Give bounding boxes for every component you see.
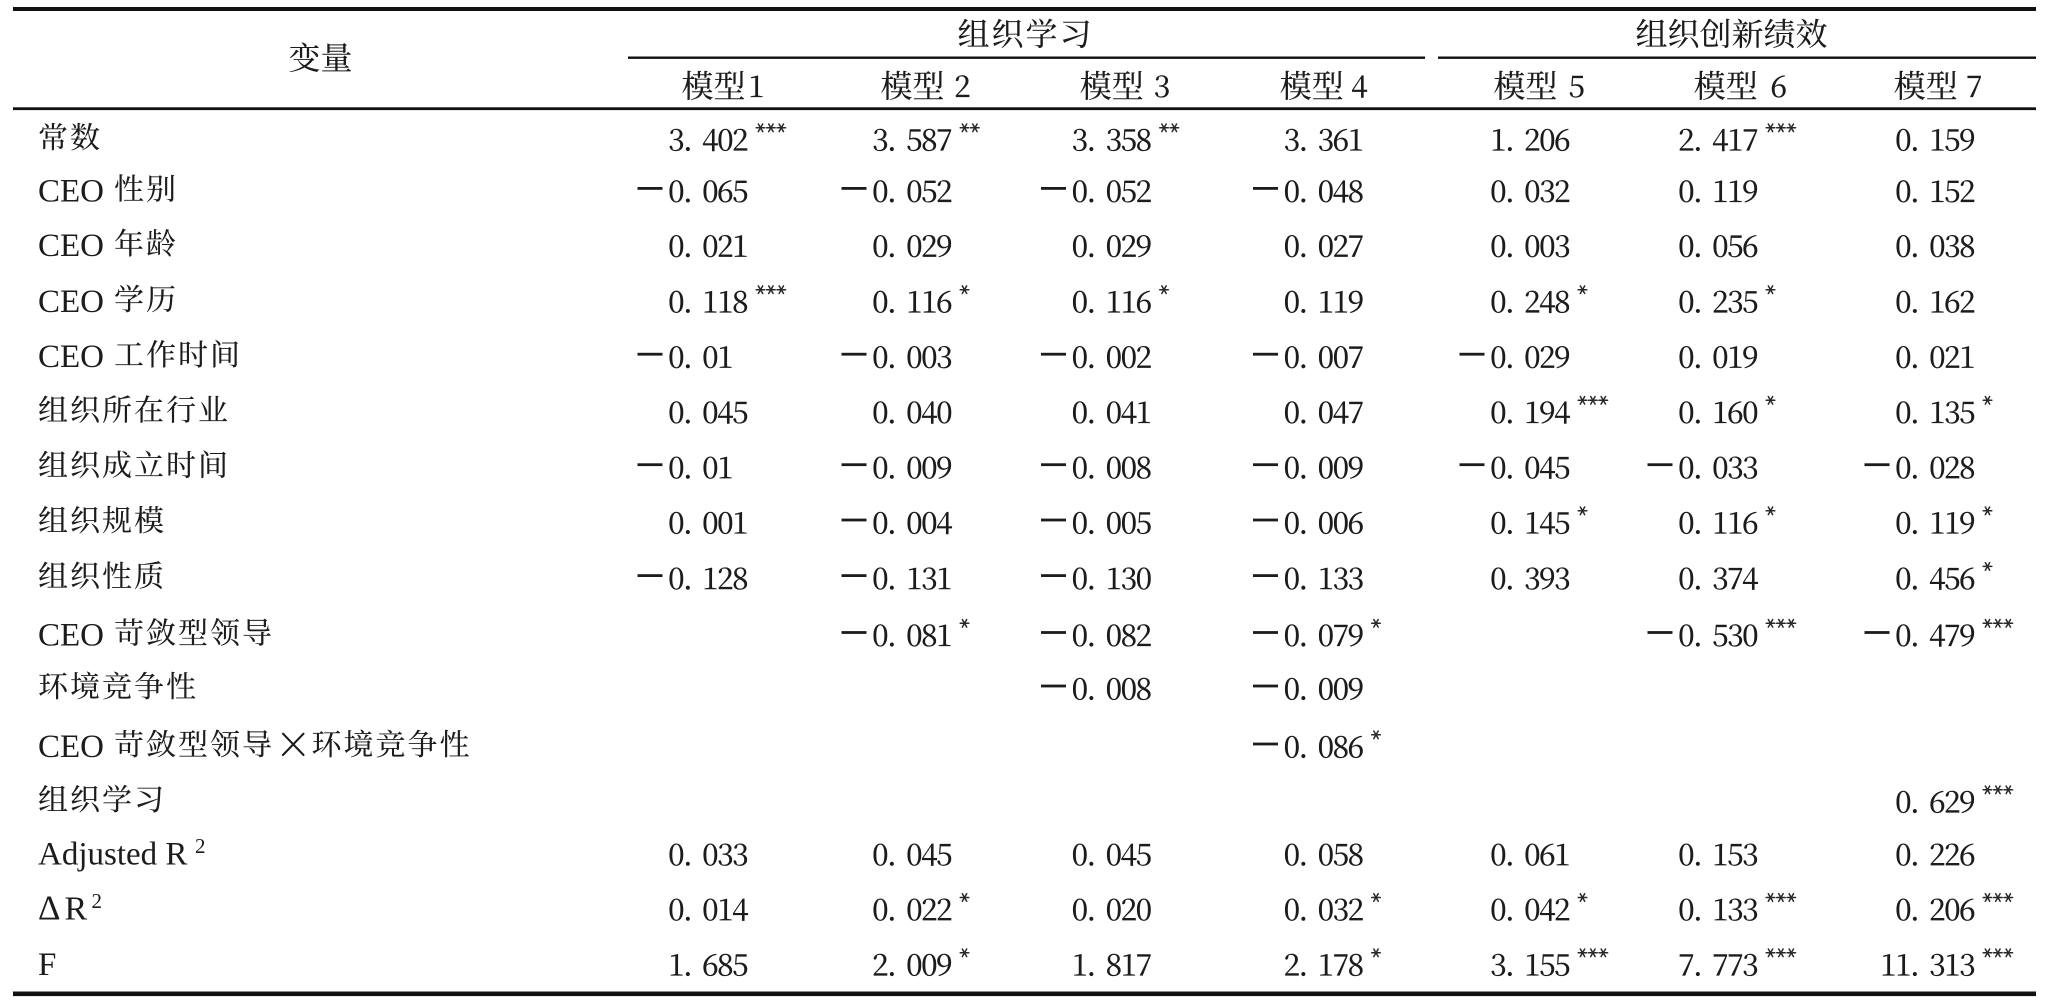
svg-text:R: R [65, 891, 88, 928]
svg-text:CEO: CEO [38, 729, 104, 765]
svg-text:CEO: CEO [38, 618, 104, 654]
svg-text:2: 2 [92, 889, 103, 913]
svg-text:CEO: CEO [38, 339, 104, 375]
svg-text:CEO: CEO [38, 173, 104, 209]
svg-text:CEO: CEO [38, 284, 104, 320]
svg-text:2: 2 [195, 834, 206, 858]
svg-text:CEO: CEO [38, 228, 104, 264]
svg-text:Adjusted R: Adjusted R [38, 837, 187, 873]
svg-text:Δ: Δ [38, 889, 61, 928]
svg-text:F: F [38, 947, 56, 983]
